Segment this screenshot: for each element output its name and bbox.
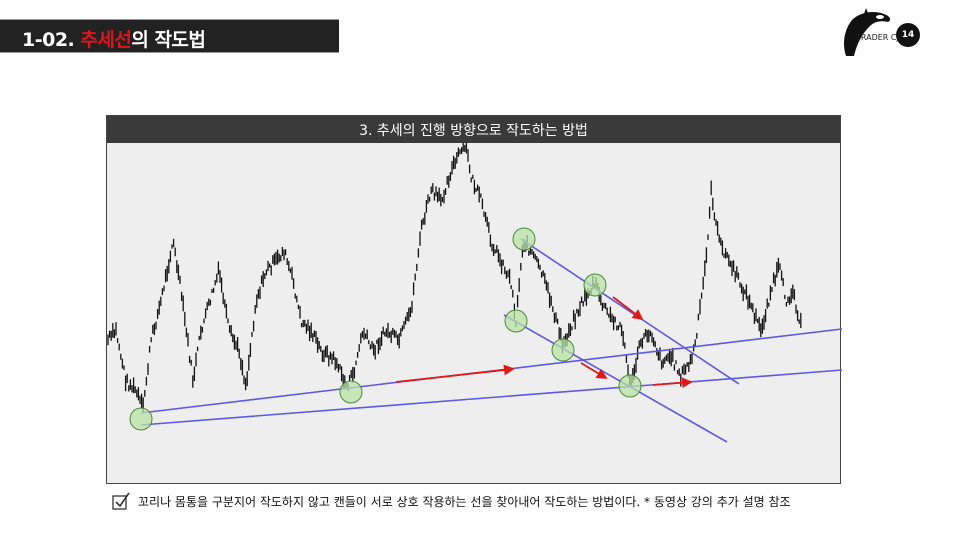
direction-arrow (580, 362, 608, 379)
figure-title: 3. 추세의 진행 방향으로 작도하는 방법 (107, 116, 840, 143)
title-prefix: 1-02. (22, 29, 81, 51)
channel-bottom-trendline (503, 314, 728, 443)
orca-icon (844, 8, 891, 56)
title-suffix: 의 작도법 (131, 29, 206, 51)
channel-top-trendline (520, 238, 740, 385)
title-highlight: 추세선 (80, 29, 132, 51)
lower-support-trendline (140, 369, 842, 426)
touch-point-circle (512, 227, 536, 251)
page-number: 14 (896, 23, 920, 47)
caption: 꼬리나 몸통을 구분지어 작도하지 않고 캔들이 서로 상호 작용하는 선을 찾… (112, 492, 791, 510)
trendline-figure: 3. 추세의 진행 방향으로 작도하는 방법 (106, 115, 842, 484)
slide-title-bar: 1-02. 추세선의 작도법 (0, 19, 339, 53)
touch-point-circle (129, 407, 153, 431)
touch-point-circle (339, 380, 363, 404)
touch-point-circle (551, 338, 575, 362)
direction-arrow (612, 296, 644, 321)
caption-text: 꼬리나 몸통을 구분지어 작도하지 않고 캔들이 서로 상호 작용하는 선을 찾… (138, 494, 791, 509)
direction-arrow (395, 364, 515, 383)
logo-text: TRADER CJ (856, 33, 899, 42)
price-chart (107, 135, 842, 443)
checkbox-checked-icon (112, 492, 130, 510)
touch-point-circle (618, 374, 642, 398)
touch-point-circle (504, 309, 528, 333)
slide-title: 1-02. 추세선의 작도법 (22, 25, 206, 52)
direction-arrow (652, 377, 693, 389)
touch-point-circle (583, 273, 607, 297)
